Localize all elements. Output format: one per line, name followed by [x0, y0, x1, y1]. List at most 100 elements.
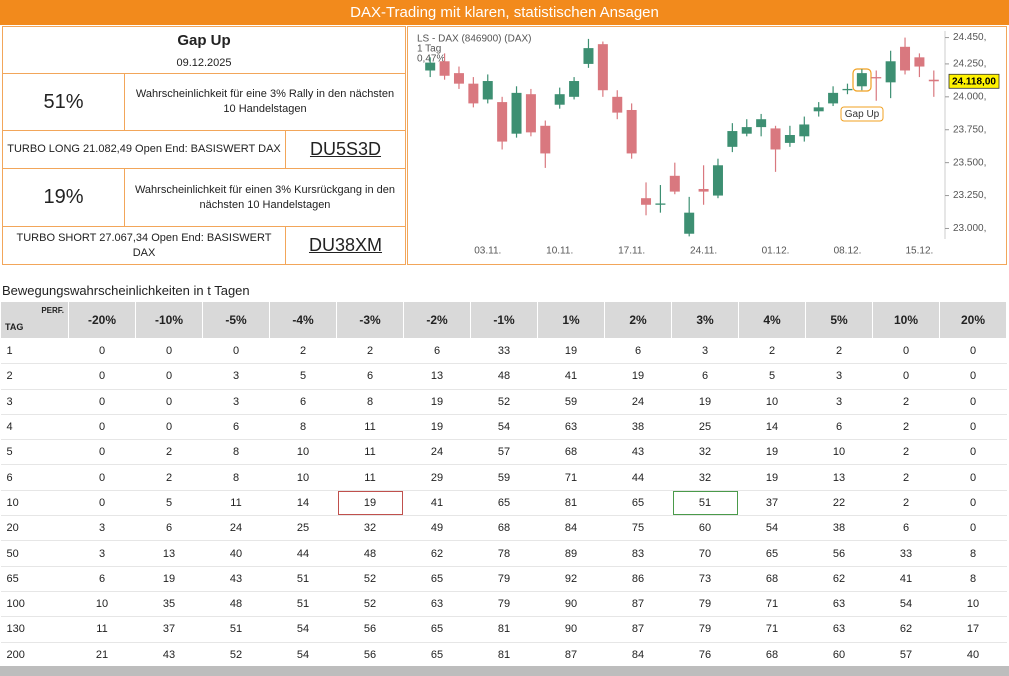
candle-body	[453, 73, 464, 84]
table-cell: 44	[269, 540, 337, 567]
table-cell: 73	[671, 566, 739, 592]
candle-body	[741, 127, 752, 134]
candle-body	[626, 109, 637, 154]
table-row: 200 21 43 52 54 56 65 81 87 84 76 68 60 57 40	[0, 642, 1007, 668]
table-cell: 37	[135, 616, 203, 643]
table-cell: 3	[202, 363, 270, 390]
candle-body	[554, 94, 565, 105]
table-cell: 32	[671, 464, 739, 491]
table-cell: 8	[336, 389, 404, 415]
table-cell: 14	[269, 490, 337, 517]
table-cell: 19	[336, 490, 404, 517]
last-price-label: 24.118,00	[952, 76, 996, 87]
candle-body	[655, 203, 666, 205]
table-cell: 63	[403, 591, 471, 618]
table-cell: 6	[202, 414, 270, 441]
candle-body	[684, 212, 695, 234]
table-cell: 6	[805, 414, 873, 441]
table-cell: 54	[470, 414, 538, 441]
table-cell: 32	[671, 439, 739, 466]
table-cell: 0	[202, 338, 270, 365]
chart: LS - DAX (846900) (DAX) 1 Tag 0,47% Gap …	[407, 26, 1007, 265]
long-wkn[interactable]: DU5S3D	[285, 130, 406, 169]
table-cell: 81	[470, 616, 538, 643]
table-row: 4 0 0 6 8 11 19 54 63 38 25 14 6 2 0	[0, 414, 1007, 441]
y-tick-label: 24.450,	[953, 32, 986, 43]
summary-date: 09.12.2025	[176, 56, 232, 69]
table-cell: 65	[470, 490, 538, 517]
candle-body	[525, 94, 536, 133]
table-cell: 19	[738, 464, 806, 491]
table-cell: 19	[671, 389, 739, 415]
candle-body	[914, 57, 925, 67]
table-cell: 14	[738, 414, 806, 441]
candle-body	[928, 79, 939, 82]
table-row: 100 10 35 48 51 52 63 79 90 87 79 71 63 54 10	[0, 591, 1007, 618]
column-label: -3%	[336, 301, 404, 339]
candle-body	[799, 124, 810, 137]
table-cell: 59	[537, 389, 605, 415]
table-cell: 13	[403, 363, 471, 390]
short-probability: 19%	[2, 168, 125, 227]
table-cell: 5	[269, 363, 337, 390]
table-cell: 48	[470, 363, 538, 390]
table-row: 1 0 0 0 2 2 6 33 19 6 3 2 2 0 0	[0, 338, 1007, 365]
table-cell: 0	[939, 515, 1007, 542]
candle-body	[511, 92, 522, 134]
table-cell: 86	[604, 566, 672, 592]
candle-body	[828, 92, 839, 104]
table-cell: 11	[336, 414, 404, 441]
table-cell: 90	[537, 591, 605, 618]
x-tick-label: 15.12.	[906, 246, 934, 257]
table-cell: 5	[135, 490, 203, 517]
table-cell: 65	[403, 642, 471, 668]
table-cell: 0	[939, 490, 1007, 517]
table-cell: 0	[939, 439, 1007, 466]
table-cell: 56	[805, 540, 873, 567]
table-cell: 2	[738, 338, 806, 365]
candle-body	[669, 175, 680, 192]
table-cell: 63	[537, 414, 605, 441]
table-cell: 6	[671, 363, 739, 390]
table-cell: 44	[604, 464, 672, 491]
table-cell: 0	[135, 414, 203, 441]
short-wkn[interactable]: DU38XM	[285, 226, 406, 265]
table-cell: 6	[336, 363, 404, 390]
table-cell: 40	[939, 642, 1007, 668]
table-row: 50 3 13 40 44 48 62 78 89 83 70 65 56 33 8	[0, 540, 1007, 567]
table-cell: 51	[269, 591, 337, 618]
table-cell: 6	[403, 338, 471, 365]
table-cell: 56	[336, 616, 404, 643]
table-cell: 2	[336, 338, 404, 365]
table-cell: 0	[939, 414, 1007, 441]
table-cell: 62	[872, 616, 940, 643]
table-cell: 2	[872, 389, 940, 415]
table-cell: 0	[135, 363, 203, 390]
column-label: -20%	[68, 301, 136, 339]
table-cell: 25	[269, 515, 337, 542]
table-cell: 3	[671, 338, 739, 365]
candle-body	[842, 88, 853, 91]
table-cell: 92	[537, 566, 605, 592]
table-cell: 2	[872, 464, 940, 491]
table-cell: 60	[671, 515, 739, 542]
table-cell: 68	[738, 642, 806, 668]
table-cell: 79	[470, 566, 538, 592]
table-cell: 19	[135, 566, 203, 592]
table-cell: 19	[537, 338, 605, 365]
table-cell: 11	[336, 439, 404, 466]
row-label: 20	[0, 515, 69, 542]
table-cell: 57	[872, 642, 940, 668]
table-cell: 51	[671, 490, 739, 517]
table-row: 6 0 2 8 10 11 29 59 71 44 32 19 13 2 0	[0, 464, 1007, 491]
column-label: -2%	[403, 301, 471, 339]
table-cell: 0	[135, 338, 203, 365]
corner-cell: TAG PERF.	[0, 301, 69, 339]
column-label: 5%	[805, 301, 873, 339]
table-cell: 0	[939, 389, 1007, 415]
table-cell: 90	[537, 616, 605, 643]
last-price-box	[948, 73, 1000, 89]
table-cell: 78	[470, 540, 538, 567]
long-probability: 51%	[2, 73, 125, 131]
candle-body	[597, 44, 608, 91]
